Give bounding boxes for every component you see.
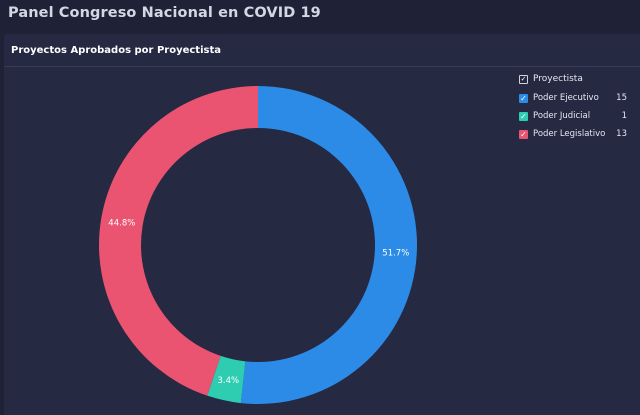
legend-item-poder-judicial[interactable]: ✓ Poder Judicial 1 xyxy=(519,111,631,123)
legend-item-label: Poder Judicial xyxy=(533,111,591,121)
panel-header: Proyectos Aprobados por Proyectista xyxy=(4,34,640,67)
legend-header[interactable]: ✓ Proyectista xyxy=(519,74,631,86)
checkbox-icon[interactable]: ✓ xyxy=(519,75,528,84)
legend-item-value: 1 xyxy=(621,111,627,121)
app-title: Panel Congreso Nacional en COVID 19 xyxy=(8,5,321,21)
legend-item-poder-ejecutivo[interactable]: ✓ Poder Ejecutivo 15 xyxy=(519,93,631,105)
legend: ✓ Proyectista ✓ Poder Ejecutivo 15 ✓ Pod… xyxy=(519,74,631,147)
checkbox-icon[interactable]: ✓ xyxy=(519,94,528,103)
legend-item-label: Poder Legislativo xyxy=(533,129,606,139)
slice-label-poder-judicial: 3.4% xyxy=(218,376,240,386)
slice-poder-ejecutivo[interactable] xyxy=(240,86,418,404)
checkbox-icon[interactable]: ✓ xyxy=(519,112,528,121)
checkbox-icon[interactable]: ✓ xyxy=(519,130,528,139)
panel-title: Proyectos Aprobados por Proyectista xyxy=(11,45,221,56)
slice-label-poder-ejecutivo: 51.7% xyxy=(382,248,409,258)
slice-label-poder-legislativo: 44.8% xyxy=(108,219,135,229)
legend-item-label: Poder Ejecutivo xyxy=(533,93,599,103)
legend-title: Proyectista xyxy=(533,74,583,84)
chart-panel: Proyectos Aprobados por Proyectista 51.7… xyxy=(4,34,640,415)
top-bar: Panel Congreso Nacional en COVID 19 xyxy=(0,0,640,30)
donut-chart: 51.7% 3.4% 44.8% xyxy=(99,86,418,404)
legend-item-poder-legislativo[interactable]: ✓ Poder Legislativo 13 xyxy=(519,129,631,141)
legend-item-value: 13 xyxy=(616,129,627,139)
slice-poder-judicial[interactable] xyxy=(207,355,246,404)
slice-poder-legislativo[interactable] xyxy=(99,86,259,396)
legend-item-value: 15 xyxy=(616,93,627,103)
